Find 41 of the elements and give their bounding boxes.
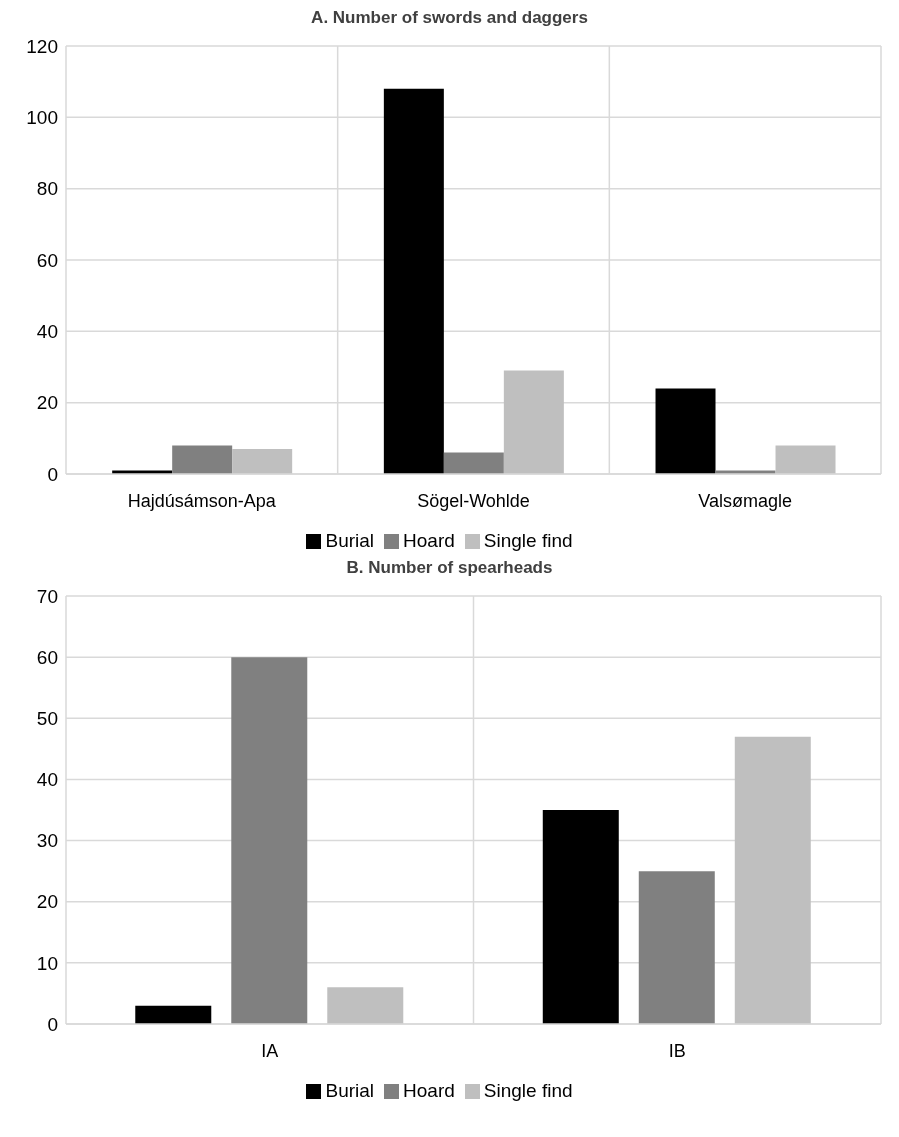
bar (443, 452, 504, 474)
y-tick-label: 100 (26, 107, 58, 129)
chart-title: B. Number of spearheads (345, 558, 554, 579)
bar (383, 88, 444, 474)
bar (503, 370, 564, 474)
y-tick-label: 60 (36, 646, 58, 668)
bar (655, 388, 716, 474)
x-tick-label: Sögel-Wohlde (417, 490, 530, 511)
bar (172, 445, 233, 474)
legend-label: Single find (483, 1080, 573, 1101)
bar (638, 871, 715, 1024)
y-tick-label: 40 (36, 769, 58, 791)
x-tick-label: IA (261, 1040, 279, 1061)
legend-label: Burial (325, 530, 375, 551)
legend-label: Burial (325, 1080, 375, 1101)
bar (775, 445, 836, 474)
chart-title: A. Number of swords and daggers (310, 8, 589, 29)
x-tick-label: Valsømagle (698, 490, 793, 511)
y-tick-label: 80 (36, 178, 58, 200)
x-tick-label: Hajdúsámson-Apa (127, 490, 277, 511)
y-tick-label: 20 (36, 392, 58, 414)
bar (734, 736, 811, 1024)
bar (542, 810, 619, 1024)
legend-label: Hoard (403, 1080, 455, 1101)
bar (232, 449, 293, 474)
y-tick-label: 120 (26, 35, 58, 57)
y-tick-label: 10 (36, 952, 58, 974)
y-tick-label: 60 (36, 249, 58, 271)
y-tick-label: 50 (36, 708, 58, 730)
y-tick-label: 0 (47, 463, 58, 485)
bar (135, 1005, 212, 1024)
y-tick-label: 70 (36, 585, 58, 607)
legend-label: Hoard (403, 530, 455, 551)
y-tick-label: 0 (47, 1013, 58, 1035)
bar (231, 657, 308, 1024)
y-tick-label: 20 (36, 891, 58, 913)
x-tick-label: IB (668, 1040, 686, 1061)
y-tick-label: 30 (36, 830, 58, 852)
y-tick-label: 40 (36, 321, 58, 343)
legend-label: Single find (483, 530, 573, 551)
bar (327, 987, 404, 1024)
